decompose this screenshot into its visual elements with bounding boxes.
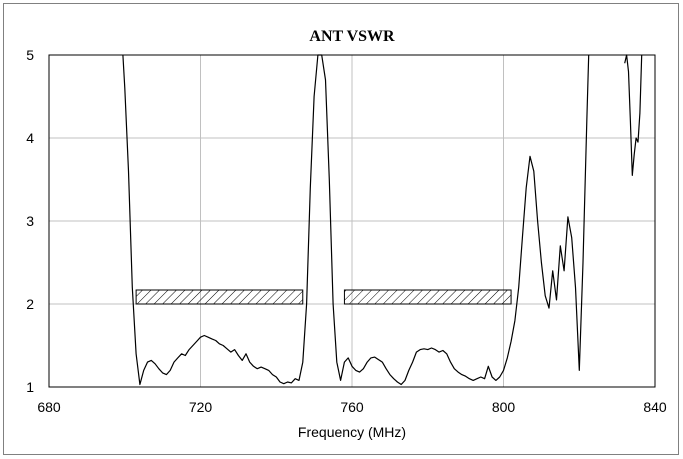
x-tick-label: 840	[643, 399, 667, 415]
x-tick-labels: 680 720 760 800 840	[37, 399, 667, 415]
spec-band-limit	[136, 290, 303, 304]
vswr-series-line	[625, 55, 642, 175]
x-tick-label: 800	[492, 399, 516, 415]
y-tick-labels: 1 2 3 4 5	[26, 47, 34, 395]
x-tick-label: 760	[340, 399, 364, 415]
x-tick-label: 680	[37, 399, 61, 415]
y-tick-label: 1	[26, 379, 34, 395]
chart-frame: ANT VSWR 680 720 760 800 840 1 2 3 4 5 Frequency…	[3, 3, 679, 455]
vswr-chart: ANT VSWR 680 720 760 800 840 1 2 3 4 5 Frequency…	[4, 4, 680, 456]
y-tick-label: 4	[26, 130, 34, 146]
y-tick-label: 2	[26, 296, 34, 312]
x-axis-label: Frequency (MHz)	[298, 424, 406, 440]
grid-lines	[49, 55, 655, 387]
y-tick-label: 5	[26, 47, 34, 63]
y-tick-label: 3	[26, 213, 34, 229]
vswr-series-line	[123, 55, 589, 385]
spec-bands	[136, 290, 511, 304]
x-tick-label: 720	[189, 399, 213, 415]
spec-band-limit	[344, 290, 511, 304]
chart-title: ANT VSWR	[309, 28, 395, 45]
